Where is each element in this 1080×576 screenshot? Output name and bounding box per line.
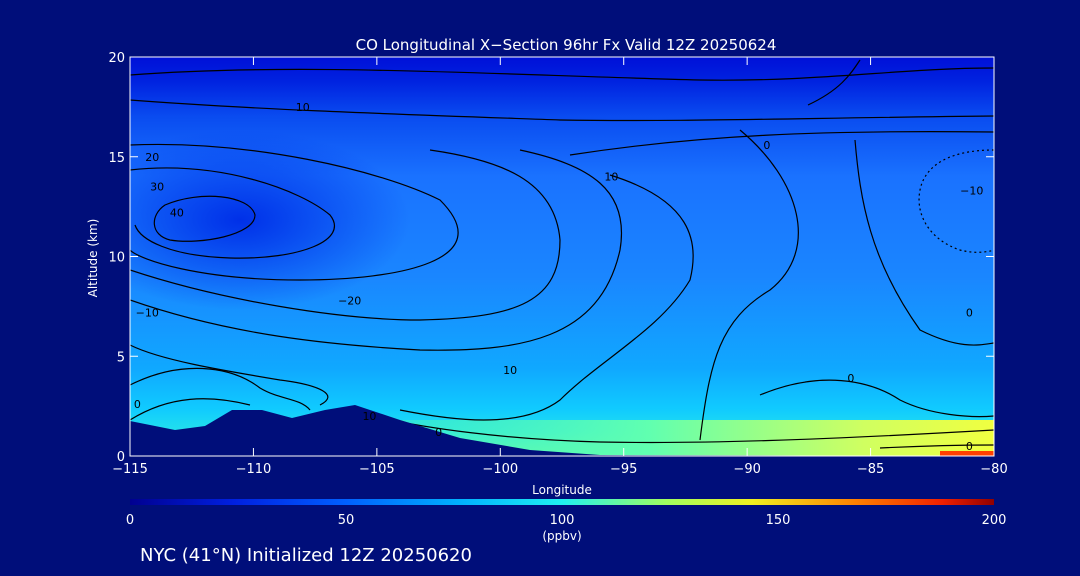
x-tick-label: −115 bbox=[112, 462, 148, 477]
y-tick-label: 0 bbox=[117, 450, 125, 465]
surface-max-co-strip bbox=[940, 451, 994, 456]
contour-label: −10 bbox=[136, 306, 159, 319]
contour-line bbox=[399, 174, 694, 421]
colorbar-ticks: 0 50 100 150 200 bbox=[126, 513, 1007, 528]
contour-line bbox=[130, 99, 994, 122]
chart-title: CO Longitudinal X−Section 96hr Fx Valid … bbox=[356, 36, 777, 54]
contour-label: 10 bbox=[362, 410, 376, 423]
contour-line bbox=[759, 379, 994, 418]
contour-line bbox=[130, 67, 994, 81]
contour-label: 0 bbox=[763, 139, 770, 152]
contour-line bbox=[918, 149, 994, 253]
contour-line bbox=[879, 444, 994, 449]
plot-area: 10 20 30 40 −10 −20 10 0 10 0 0 10 −10 0 0 0 bbox=[130, 57, 994, 456]
y-axis: 0 5 10 15 20 bbox=[108, 51, 994, 465]
terrain-mask bbox=[130, 405, 994, 456]
y-tick-label: 10 bbox=[108, 251, 125, 266]
contour-label: 10 bbox=[604, 171, 618, 184]
contour-line bbox=[130, 344, 329, 406]
contour-label: 0 bbox=[966, 306, 973, 319]
contour-line bbox=[130, 367, 311, 411]
x-tick-label: −100 bbox=[482, 462, 518, 477]
colorbar-unit-label: (ppbv) bbox=[542, 529, 581, 543]
x-tick-label: −105 bbox=[359, 462, 395, 477]
contour-label: 20 bbox=[145, 151, 159, 164]
contour-line bbox=[807, 59, 861, 106]
contour-line bbox=[699, 129, 799, 441]
contour-line bbox=[153, 195, 256, 242]
contour-line bbox=[130, 167, 336, 259]
x-axis-label: Longitude bbox=[532, 483, 592, 497]
contour-line bbox=[130, 143, 459, 281]
contour-labels: 10 20 30 40 −10 −20 10 0 10 0 0 10 −10 0 0 0 bbox=[134, 101, 983, 453]
x-axis: −115 −110 −105 −100 −95 −90 −85 −80 bbox=[112, 57, 1008, 477]
contour-label: 0 bbox=[134, 398, 141, 411]
co-maximum-region bbox=[130, 130, 410, 310]
colorbar-tick-label: 0 bbox=[126, 513, 134, 528]
contour-label: −10 bbox=[960, 185, 983, 198]
contour-line bbox=[569, 130, 994, 156]
colorbar-tick-label: 100 bbox=[550, 513, 575, 528]
contour-label: 0 bbox=[435, 426, 442, 439]
x-tick-label: −85 bbox=[857, 462, 884, 477]
contour-lines bbox=[130, 59, 994, 449]
y-tick-label: 20 bbox=[108, 51, 125, 66]
x-tick-label: −80 bbox=[980, 462, 1007, 477]
contour-line bbox=[854, 139, 994, 346]
contour-line bbox=[130, 149, 561, 321]
contour-line bbox=[349, 409, 994, 444]
y-axis-label: Altitude (km) bbox=[86, 219, 100, 298]
colorbar bbox=[130, 499, 994, 505]
contour-label: 40 bbox=[170, 207, 184, 220]
colorbar-tick-label: 50 bbox=[338, 513, 355, 528]
contour-label: 10 bbox=[503, 364, 517, 377]
colorbar-tick-label: 150 bbox=[766, 513, 791, 528]
x-tick-label: −110 bbox=[236, 462, 272, 477]
x-tick-label: −95 bbox=[610, 462, 637, 477]
contour-line bbox=[130, 149, 622, 351]
contour-label: 30 bbox=[150, 181, 164, 194]
y-tick-label: 5 bbox=[117, 350, 125, 365]
contour-label: 10 bbox=[296, 101, 310, 114]
contour-label: −20 bbox=[338, 294, 361, 307]
y-tick-label: 15 bbox=[108, 151, 125, 166]
contour-label: 0 bbox=[966, 440, 973, 453]
contour-line bbox=[130, 398, 251, 421]
contour-label: 0 bbox=[847, 372, 854, 385]
footer-caption: NYC (41°N) Initialized 12Z 20250620 bbox=[140, 545, 472, 566]
x-tick-label: −90 bbox=[733, 462, 760, 477]
colorbar-tick-label: 200 bbox=[982, 513, 1007, 528]
